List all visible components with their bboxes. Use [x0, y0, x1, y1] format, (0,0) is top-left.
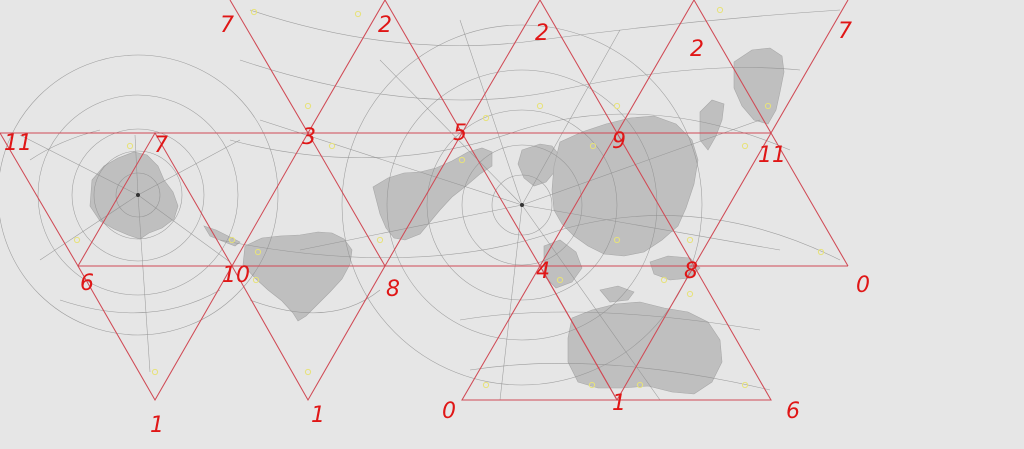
land-alaska [733, 47, 785, 125]
vertex-label: 1 [311, 403, 325, 428]
land-eurasia [551, 115, 699, 257]
north-pole-point [520, 203, 524, 207]
vertex-label: 7 [220, 13, 234, 38]
vertex-label: 7 [154, 133, 168, 158]
vertex-label: 1 [150, 413, 164, 438]
vertex-label: 11 [758, 143, 786, 168]
graticule [0, 9, 841, 401]
vertex-label: 0 [856, 273, 870, 298]
land-antarctica [89, 151, 179, 240]
vertex-label: 2 [535, 21, 549, 46]
vertex-label: 9 [612, 129, 626, 154]
vertex-label: 8 [386, 277, 400, 302]
land-east-asia [699, 99, 725, 151]
vertex-label: 2 [690, 37, 704, 62]
land-australia [567, 301, 723, 395]
vertex-label: 8 [684, 259, 698, 284]
land-new-guinea [649, 255, 701, 281]
vertex-label: 6 [80, 271, 94, 296]
vertex-label: 3 [302, 125, 316, 150]
vertex-label: 6 [786, 399, 800, 424]
vertex-label: 7 [838, 19, 852, 44]
vertex-label: 10 [222, 263, 250, 288]
landmasses [89, 47, 785, 395]
vertex-label: 4 [536, 259, 550, 284]
pole-markers [136, 193, 524, 207]
land-indonesia [599, 285, 635, 303]
land-north-america [372, 147, 493, 241]
vertex-label: 1 [612, 391, 626, 416]
land-central-america [203, 225, 241, 247]
land-south-america [242, 231, 353, 322]
vertex-label: 11 [4, 131, 32, 156]
icosahedron-net [0, 0, 849, 402]
vertex-labels: 7 2 2 2 7 11 7 3 5 9 11 6 10 8 4 8 0 1 1… [4, 13, 870, 438]
vertex-markers [73, 6, 825, 389]
vertex-label: 2 [378, 13, 392, 38]
vertex-label: 0 [442, 399, 456, 424]
vertex-label: 5 [453, 121, 467, 146]
south-pole-point [136, 193, 140, 197]
